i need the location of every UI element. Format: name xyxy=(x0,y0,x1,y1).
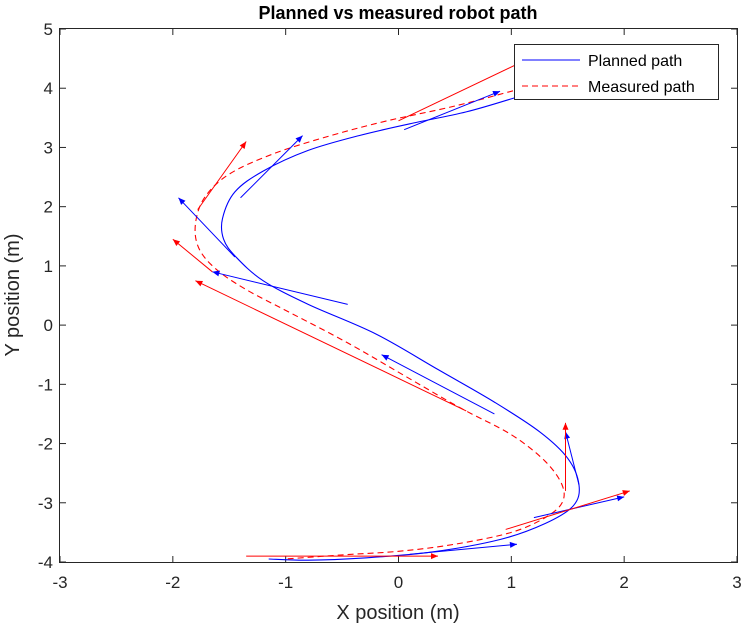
measured-path-line xyxy=(194,87,565,560)
planned-heading-arrow-shaft xyxy=(403,90,501,131)
measured-heading-arrow xyxy=(172,238,213,273)
y-tick-label: 0 xyxy=(44,316,53,335)
y-tick-label: -2 xyxy=(38,435,53,454)
planned-heading-arrow-shaft xyxy=(565,431,580,486)
measured-heading-arrow-head xyxy=(562,422,569,430)
measured-heading-arrow xyxy=(197,141,247,210)
y-tick-label: -4 xyxy=(38,553,53,572)
planned-heading-arrow-head xyxy=(616,495,625,502)
planned-heading-arrow xyxy=(533,495,625,519)
heading-arrows xyxy=(172,61,630,560)
y-tick-label: 3 xyxy=(44,138,53,157)
measured-heading-arrow-head xyxy=(239,141,247,149)
x-tick-label: 1 xyxy=(507,573,516,592)
x-axis: -3 -2 -1 0 1 2 3 xyxy=(52,29,742,592)
measured-heading-arrow-head xyxy=(622,490,630,496)
planned-heading-arrow xyxy=(178,197,236,258)
legend-entry-planned-path: Planned path xyxy=(588,53,682,70)
y-axis: -4 -3 -2 -1 0 1 2 3 4 5 xyxy=(38,20,737,572)
planned-path-line xyxy=(220,96,580,561)
measured-heading-arrow-head xyxy=(195,280,203,287)
x-tick-label: -1 xyxy=(278,573,293,592)
legend-entry-measured-path: Measured path xyxy=(588,79,695,96)
x-tick-label: 2 xyxy=(619,573,628,592)
planned-heading-arrow xyxy=(212,270,348,305)
legend: Planned path Measured path xyxy=(514,44,719,100)
x-axis-label: X position (m) xyxy=(336,602,459,624)
planned-heading-arrow-head xyxy=(212,270,220,277)
y-axis-label: Y position (m) xyxy=(2,233,24,356)
series-layer xyxy=(194,87,580,561)
x-tick-label: -2 xyxy=(165,573,180,592)
measured-heading-arrow xyxy=(246,553,438,560)
planned-heading-arrow-head xyxy=(381,354,390,361)
planned-heading-arrow-head xyxy=(492,91,501,97)
y-tick-label: 2 xyxy=(44,198,53,217)
planned-heading-arrow xyxy=(403,90,501,131)
planned-heading-arrow xyxy=(240,135,303,199)
planned-heading-arrow-shaft xyxy=(533,496,625,519)
planned-heading-arrow-shaft xyxy=(178,197,236,258)
planned-heading-arrow-shaft xyxy=(381,354,495,415)
axes-box xyxy=(59,28,738,563)
y-tick-label: 5 xyxy=(44,20,53,39)
measured-heading-arrow-head xyxy=(172,239,181,246)
x-tick-label: 0 xyxy=(394,573,403,592)
measured-heading-arrow xyxy=(562,422,569,491)
measured-heading-arrow-shaft xyxy=(197,141,247,210)
planned-heading-arrow-shaft xyxy=(409,543,518,555)
y-tick-label: 1 xyxy=(44,257,53,276)
legend-box xyxy=(514,44,719,100)
y-tick-label: 4 xyxy=(44,79,53,98)
measured-heading-arrow xyxy=(505,490,630,530)
measured-heading-arrow-shaft xyxy=(505,490,630,530)
planned-heading-arrow xyxy=(381,354,495,415)
planned-heading-arrow-head xyxy=(178,197,186,205)
y-tick-label: -3 xyxy=(38,494,53,513)
x-tick-label: 3 xyxy=(732,573,741,592)
planned-heading-arrow xyxy=(409,541,518,555)
measured-heading-arrow-shaft xyxy=(398,61,523,122)
chart-title: Planned vs measured robot path xyxy=(258,3,537,23)
planned-heading-arrow-shaft xyxy=(212,271,348,305)
y-tick-label: -1 xyxy=(38,375,53,394)
measured-heading-arrow xyxy=(195,280,467,412)
planned-heading-arrow-head xyxy=(509,541,517,548)
measured-heading-arrow-shaft xyxy=(172,238,213,273)
planned-heading-arrow-shaft xyxy=(240,135,303,199)
measured-heading-arrow-head xyxy=(431,553,438,560)
x-tick-label: -3 xyxy=(52,573,67,592)
planned-heading-arrow-head xyxy=(295,135,303,143)
measured-heading-arrow-shaft xyxy=(195,280,467,412)
